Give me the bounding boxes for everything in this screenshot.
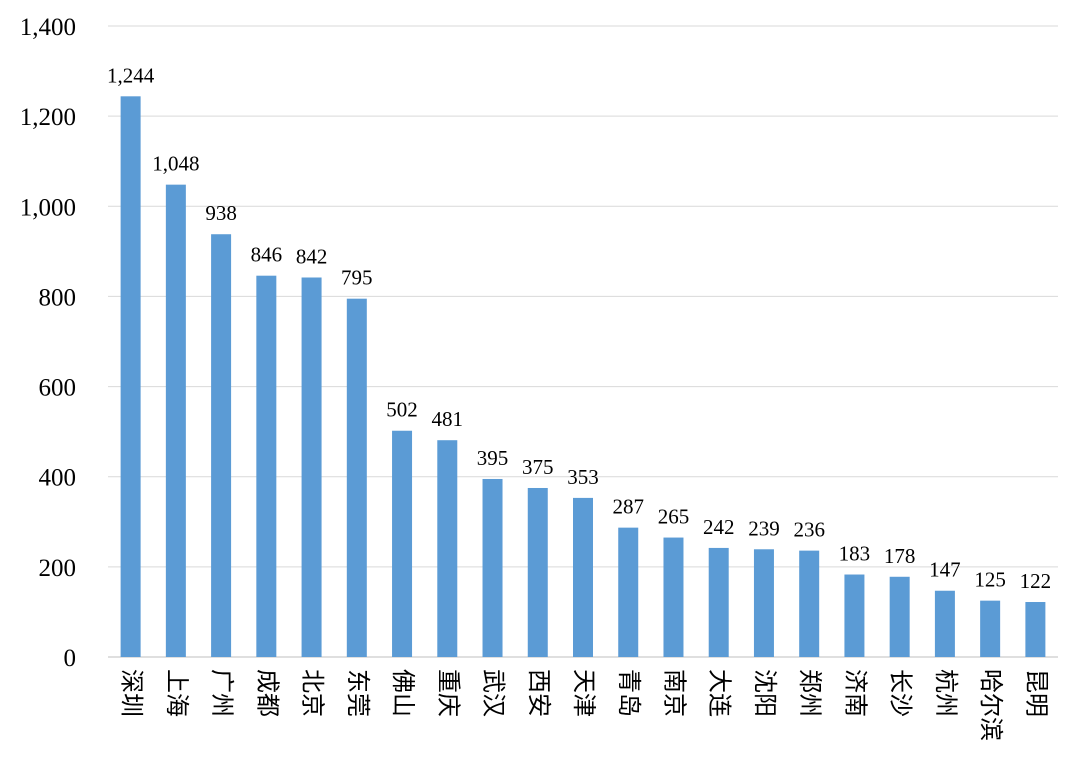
data-label: 795	[341, 266, 373, 290]
y-tick-label: 600	[39, 375, 77, 402]
x-tick-label: 郑州	[796, 669, 824, 717]
bar	[663, 537, 684, 657]
x-axis-categories: 深圳 上海 广州 成都 北京 东莞 佛山 重庆 武汉 西安 天津 青岛 南京 大连 沈阳 郑州 济南 长沙 杭州 哈尔…	[118, 669, 1051, 741]
data-label: 236	[793, 518, 825, 542]
bar	[392, 430, 413, 657]
y-tick-label: 200	[39, 555, 77, 582]
x-tick-label: 成都	[253, 669, 281, 717]
data-label: 178	[884, 544, 916, 568]
x-tick-label: 深圳	[118, 669, 146, 717]
data-label: 481	[432, 407, 464, 431]
x-tick-label: 杭州	[932, 669, 960, 717]
bar	[482, 478, 503, 657]
x-tick-label: 西安	[525, 669, 553, 717]
data-label: 1,048	[152, 152, 199, 176]
data-labels: 1,244 1,048 938 846 842 795 502 481 395 375 353 287…	[107, 63, 1051, 593]
data-label: 846	[251, 243, 283, 267]
x-tick-label: 东莞	[344, 669, 372, 717]
y-tick-label: 1,400	[20, 14, 76, 41]
bar	[165, 184, 186, 657]
x-tick-label: 北京	[299, 669, 327, 717]
data-label: 147	[929, 558, 961, 582]
data-label: 287	[612, 495, 644, 519]
x-tick-label: 武汉	[480, 669, 508, 717]
bar	[256, 275, 277, 657]
data-label: 242	[703, 515, 735, 539]
bar	[120, 96, 141, 658]
bar	[844, 574, 865, 657]
y-tick-label: 800	[39, 284, 77, 311]
bar	[1025, 602, 1046, 657]
bar	[346, 298, 367, 657]
bar	[889, 576, 910, 657]
data-label: 1,244	[107, 63, 155, 87]
data-label: 395	[477, 446, 509, 470]
y-tick-label: 400	[39, 465, 77, 492]
bar	[527, 487, 548, 657]
bars	[120, 96, 1046, 658]
data-label: 239	[748, 516, 780, 540]
x-tick-label: 哈尔滨	[977, 669, 1005, 741]
y-tick-label: 0	[64, 645, 77, 672]
x-tick-label: 大连	[706, 669, 734, 717]
bar	[211, 234, 232, 658]
y-axis-ticks: 0 200 400 600 800 1,000 1,200 1,400	[20, 14, 76, 672]
bar	[799, 550, 820, 657]
x-tick-label: 长沙	[887, 669, 915, 717]
x-tick-label: 青岛	[615, 669, 643, 717]
bar	[573, 497, 593, 657]
data-label: 122	[1020, 569, 1052, 593]
bar	[618, 527, 639, 657]
x-tick-label: 重庆	[434, 669, 462, 717]
data-label: 842	[296, 244, 328, 268]
y-tick-label: 1,200	[20, 104, 76, 131]
x-tick-label: 昆明	[1022, 669, 1050, 717]
data-label: 502	[386, 398, 418, 422]
x-tick-label: 济南	[841, 669, 869, 717]
x-tick-label: 沈阳	[751, 669, 779, 717]
x-tick-label: 上海	[163, 669, 191, 717]
data-label: 938	[205, 201, 237, 225]
data-label: 125	[974, 568, 1006, 592]
x-tick-label: 南京	[660, 669, 688, 717]
data-label: 183	[839, 542, 871, 566]
data-label: 375	[522, 455, 554, 479]
bar	[934, 590, 955, 657]
bar	[301, 277, 322, 657]
x-tick-label: 佛山	[389, 669, 417, 717]
x-tick-label: 广州	[208, 669, 236, 717]
bar	[980, 600, 1001, 657]
x-tick-label: 天津	[570, 669, 598, 717]
bar	[437, 440, 458, 657]
data-label: 353	[567, 465, 599, 489]
bar	[708, 547, 729, 657]
bar	[753, 549, 774, 657]
data-label: 265	[658, 505, 690, 529]
y-tick-label: 1,000	[20, 194, 76, 221]
